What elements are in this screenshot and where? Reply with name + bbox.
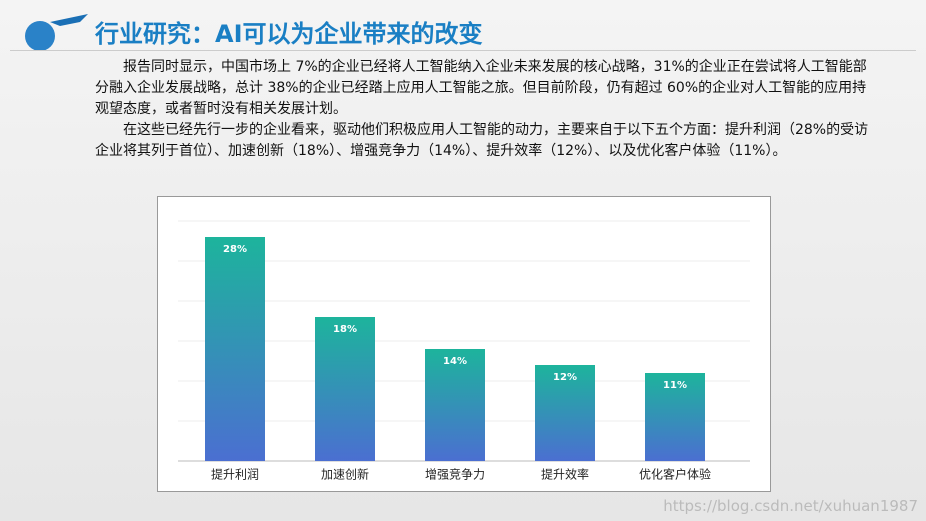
value-label: 12% [553, 372, 577, 383]
logo [25, 14, 88, 51]
bar [425, 349, 485, 461]
paragraph: 报告同时显示，中国市场上 7%的企业已经将人工智能纳入企业未来发展的核心战略，3… [95, 59, 867, 117]
chart: 提升利润 28% 加速创新 18% 增强竞争力 14% 提升效率 12% 优化客户体验 11% [157, 196, 771, 492]
value-label: 18% [333, 324, 357, 335]
bar [645, 373, 705, 461]
x-tick-label: 优化客户体验 [639, 467, 711, 482]
x-tick-label: 增强竞争力 [425, 468, 485, 482]
x-tick-label: 提升利润 [211, 467, 259, 482]
x-tick-label: 加速创新 [321, 467, 369, 482]
value-label: 28% [223, 244, 247, 255]
value-label: 11% [663, 380, 687, 391]
watermark: https://blog.csdn.net/xuhuan1987 [663, 497, 918, 515]
divider [10, 50, 916, 51]
body-text: 报告同时显示，中国市场上 7%的企业已经将人工智能纳入企业未来发展的核心战略，3… [95, 57, 877, 162]
title: 行业研究：AI可以为企业带来的改变 [95, 20, 483, 48]
paragraph: 在这些已经先行一步的企业看来，驱动他们积极应用人工智能的动力，主要来自于以下五个… [95, 122, 869, 159]
value-label: 14% [443, 356, 467, 367]
x-tick-label: 提升效率 [541, 467, 589, 482]
bar [315, 317, 375, 461]
bar [205, 237, 265, 461]
bar [535, 365, 595, 461]
